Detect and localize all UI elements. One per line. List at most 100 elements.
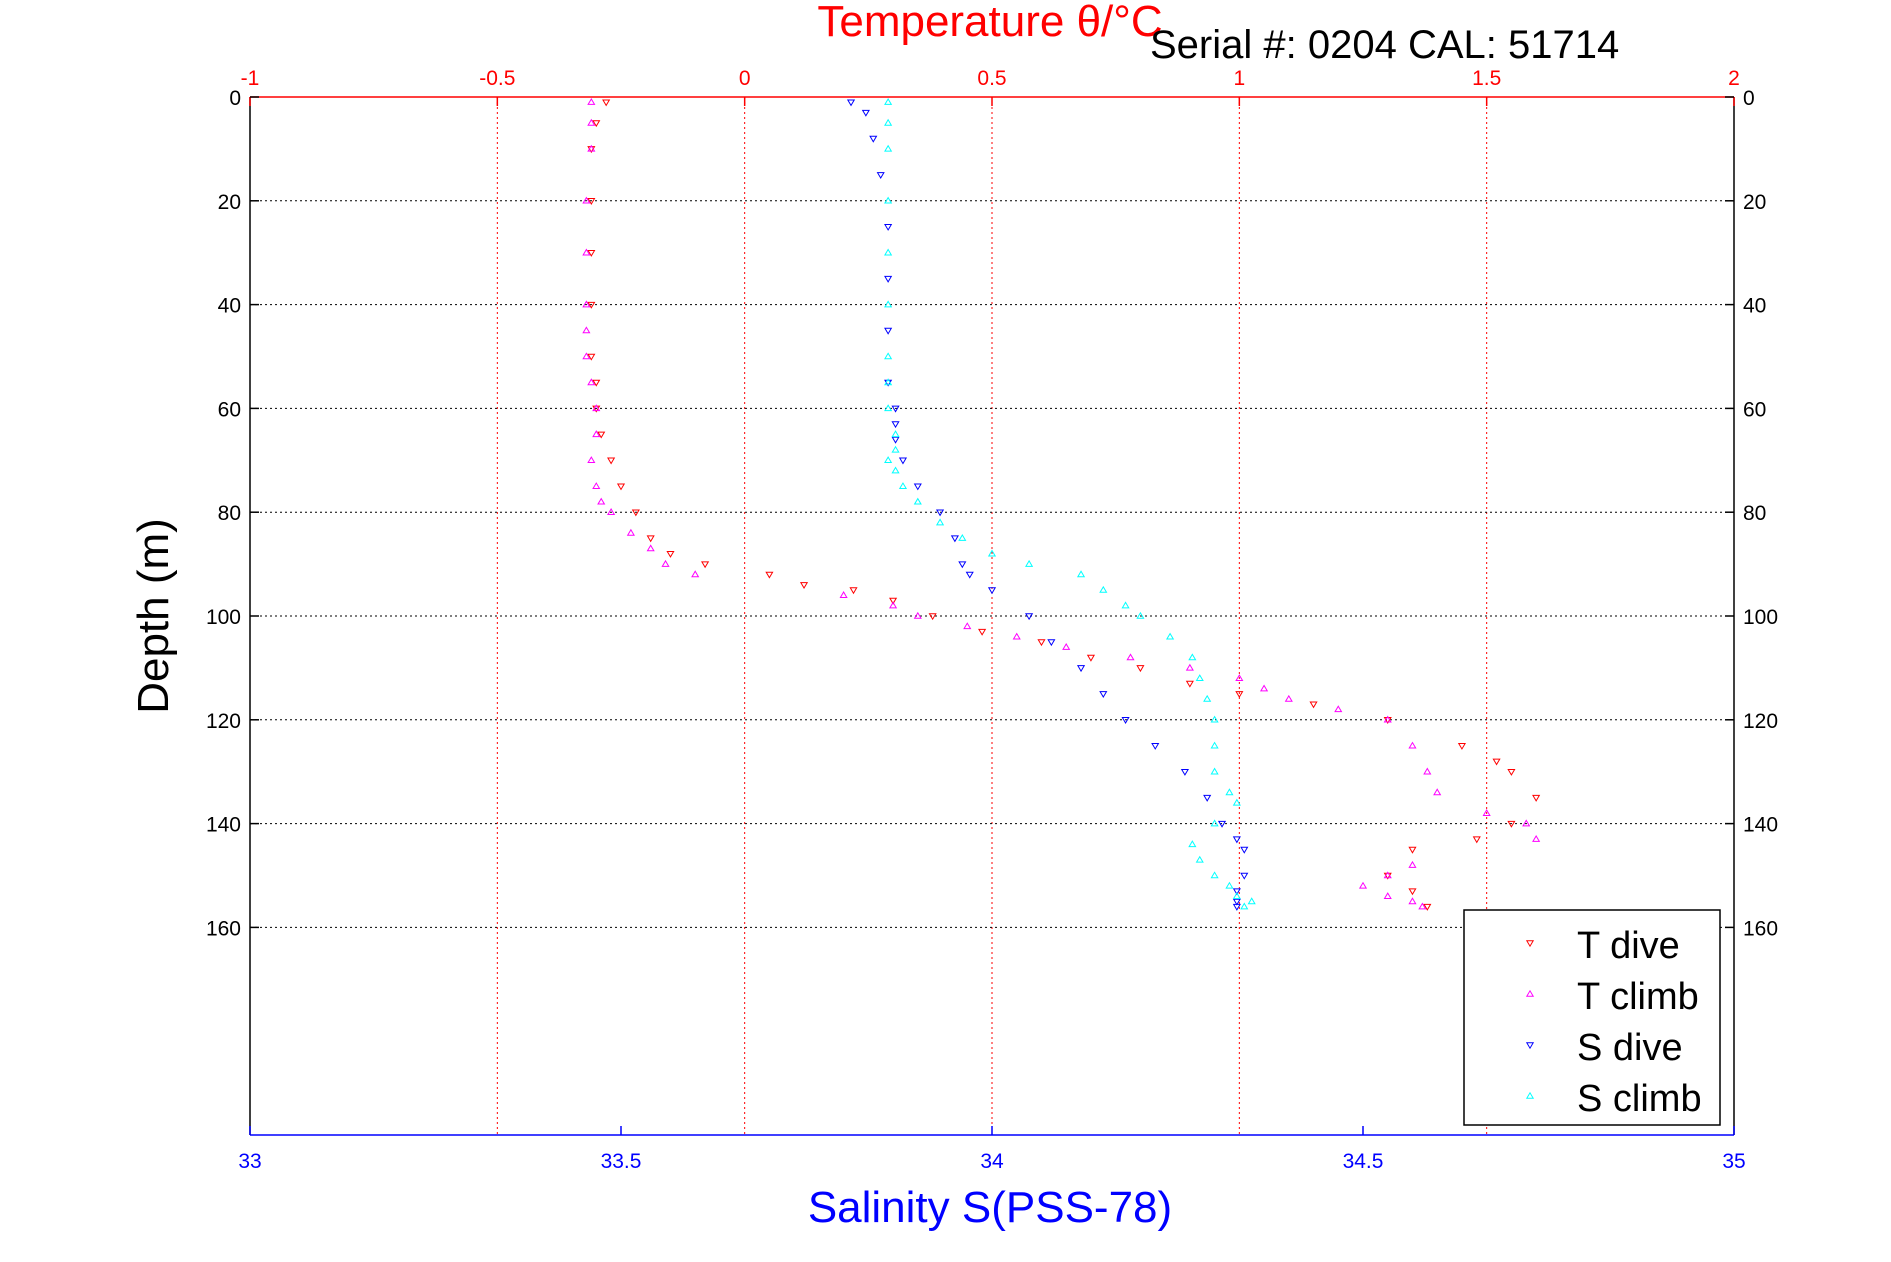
legend-marker-0 [1525,940,1535,948]
point-t-climb-7 [582,352,591,360]
point-s-dive-4 [884,224,893,231]
point-t-dive-18 [849,587,858,595]
point-s-dive-26 [1217,820,1227,828]
point-t-dive-12 [631,509,640,517]
depth-tick-label-left-5: 100 [206,606,241,629]
legend: T dive T climb S dive S climb [1463,909,1721,1126]
point-s-climb-31 [1232,798,1241,806]
point-s-dive-1 [861,109,870,117]
serial-label: Serial #: 0204 CAL: 51714 [1150,23,1619,67]
point-s-dive-19 [1047,639,1056,647]
point-t-dive-9 [597,431,606,439]
point-s-climb-1 [884,118,893,126]
point-s-dive-3 [876,172,885,180]
legend-label-3: S climb [1577,1078,1702,1120]
depth-tick-label-right-0: 0 [1743,87,1755,110]
legend-marker-1 [1525,989,1535,997]
point-s-dive-25 [1203,794,1212,802]
point-t-dive-19 [888,597,898,605]
point-t-climb-24 [1062,642,1071,650]
point-t-climb-32 [1408,741,1417,749]
point-t-dive-10 [607,457,616,465]
salinity-axis-title: Salinity S(PSS-78) [808,1183,1172,1232]
point-s-dive-28 [1240,846,1249,854]
point-s-dive-32 [1232,903,1241,911]
depth-axis-title: Depth (m) [129,518,178,714]
point-s-climb-36 [1225,881,1234,889]
point-t-dive-35 [1408,846,1417,854]
point-s-climb-33 [1188,840,1197,848]
point-s-dive-18 [1025,613,1034,621]
point-s-climb-35 [1210,871,1219,879]
point-s-dive-14 [950,535,959,543]
point-s-climb-12 [891,466,900,474]
legend-marker-2 [1525,1042,1535,1050]
point-t-dive-38 [1423,903,1432,911]
point-s-dive-0 [846,99,856,107]
temperature-tick-label-5: 1.5 [1472,67,1501,90]
point-t-climb-29 [1284,694,1293,702]
depth-tick-label-left-0: 0 [229,87,241,110]
point-t-climb-16 [646,544,655,552]
point-t-climb-25 [1126,653,1135,661]
point-t-dive-14 [666,550,675,558]
point-t-climb-35 [1482,809,1491,816]
temperature-axis-title: Temperature θ/°C [817,0,1162,46]
point-t-climb-20 [888,601,898,609]
point-t-climb-27 [1235,674,1244,682]
point-s-dive-5 [884,275,893,283]
point-s-climb-10 [891,445,900,453]
salinity-tick-label-1: 33.5 [601,1150,642,1173]
legend-box [1463,909,1721,1126]
point-s-dive-24 [1180,768,1189,776]
series-s-climb [884,98,1256,910]
point-t-climb-43 [1418,902,1427,910]
point-s-dive-31 [1232,898,1241,906]
salinity-tick-label-4: 35 [1722,1150,1745,1173]
point-s-climb-39 [1240,902,1249,910]
point-t-dive-29 [1457,743,1467,750]
point-t-climb-21 [913,611,922,619]
point-t-climb-8 [587,378,596,386]
depth-tick-label-right-6: 120 [1743,710,1778,733]
point-t-climb-37 [1532,834,1541,842]
depth-tick-label-left-6: 120 [206,710,241,733]
point-s-dive-11 [898,457,908,465]
point-s-climb-9 [891,430,900,438]
point-s-climb-5 [884,300,893,308]
point-s-climb-0 [884,98,893,105]
point-s-dive-29 [1240,872,1249,880]
point-s-climb-37 [1232,892,1241,899]
tick-labels: -1 -0.5 0 0.5 1 1.5 2 33 33.5 34 34.5 35 0 0 20 20 40 40 6… [206,67,1778,1173]
point-s-dive-6 [884,327,893,335]
point-s-climb-19 [1076,570,1086,578]
point-t-dive-30 [1492,758,1501,766]
temperature-tick-label-3: 0.5 [977,67,1006,90]
point-s-climb-11 [884,456,893,464]
point-s-climb-14 [913,497,922,505]
point-s-climb-27 [1210,715,1219,723]
point-t-climb-13 [597,497,606,505]
point-s-dive-20 [1076,665,1086,673]
point-s-climb-7 [884,378,893,386]
point-t-dive-4 [587,249,596,257]
point-s-climb-8 [884,404,893,412]
point-t-dive-37 [1408,888,1417,896]
temperature-tick-label-1: -0.5 [479,67,515,90]
legend-label-1: T climb [1577,976,1699,1018]
point-t-climb-42 [1408,897,1417,905]
point-t-climb-6 [582,326,591,334]
point-s-climb-6 [884,352,893,360]
point-t-climb-1 [587,118,596,126]
point-t-dive-21 [978,628,987,636]
depth-tick-label-right-7: 140 [1743,814,1778,837]
point-s-dive-22 [1121,717,1130,724]
point-t-dive-31 [1507,768,1516,776]
point-t-dive-25 [1185,680,1194,688]
point-t-dive-13 [646,535,655,543]
point-t-dive-27 [1309,701,1318,709]
point-s-climb-22 [1136,611,1145,619]
point-s-climb-3 [884,196,893,204]
depth-tick-label-left-1: 20 [218,191,241,214]
point-t-dive-32 [1532,794,1541,802]
